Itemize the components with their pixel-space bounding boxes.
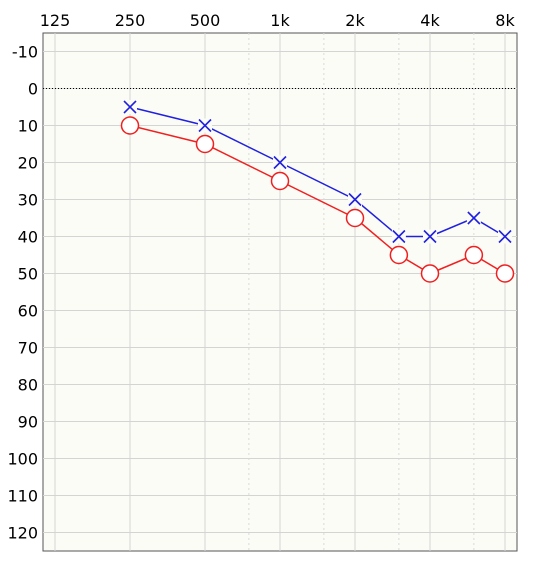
data-point-circle xyxy=(120,116,140,135)
data-point-x xyxy=(466,211,481,225)
y-tick-label: 40 xyxy=(18,228,38,247)
data-point-x-stroke xyxy=(348,192,362,207)
series-circle-markers xyxy=(120,116,515,283)
series-line xyxy=(129,106,506,238)
data-point-x xyxy=(498,229,512,244)
y-tick-label: -10 xyxy=(12,43,38,62)
data-point-x-stroke xyxy=(198,118,212,133)
series-x-markers xyxy=(123,100,512,244)
data-point-circle xyxy=(495,264,515,283)
x-tick-label: 8k xyxy=(495,11,515,30)
x-tick-label: 500 xyxy=(190,11,221,30)
data-point-circle xyxy=(464,245,484,265)
data-point-x-stroke xyxy=(423,229,437,244)
x-tick-label: 2k xyxy=(345,11,365,30)
data-point-x xyxy=(391,229,406,244)
data-point-x-stroke xyxy=(498,229,512,244)
data-point-circle xyxy=(420,264,440,283)
series-layer xyxy=(120,100,515,283)
data-point-x xyxy=(348,192,362,207)
y-tick-label: 60 xyxy=(18,302,38,321)
y-tick-label: 110 xyxy=(7,487,38,506)
x-axis-labels: 125 250 500 1k 2k 4k 8k xyxy=(40,11,516,30)
x-tick-label: 125 xyxy=(40,11,71,30)
data-point-circle xyxy=(195,134,215,154)
y-tick-label: 120 xyxy=(7,524,38,543)
y-tick-label: 20 xyxy=(18,154,38,173)
y-tick-label: 10 xyxy=(18,117,38,136)
data-point-x xyxy=(273,155,287,170)
data-point-x-stroke xyxy=(273,155,287,170)
data-point-circle xyxy=(270,171,290,191)
y-axis-labels: -10 0 10 20 30 40 50 60 70 80 90 100 110 120 xyxy=(7,43,38,543)
y-tick-label: 0 xyxy=(28,80,38,99)
data-point-x-stroke xyxy=(392,229,406,244)
y-tick-label: 100 xyxy=(7,450,38,469)
data-point-x xyxy=(198,118,212,133)
y-tick-label: 80 xyxy=(18,376,38,395)
data-point-circle xyxy=(389,245,409,265)
y-tick-label: 90 xyxy=(18,413,38,432)
data-point-x xyxy=(423,229,437,244)
x-tick-label: 1k xyxy=(270,11,290,30)
data-point-x-stroke xyxy=(123,100,137,114)
y-tick-label: 50 xyxy=(18,265,38,284)
x-tick-label: 4k xyxy=(420,11,440,30)
y-tick-label: 70 xyxy=(18,339,38,358)
data-point-circle xyxy=(345,208,365,228)
data-point-x xyxy=(123,100,137,114)
y-tick-label: 30 xyxy=(18,191,38,210)
x-tick-label: 250 xyxy=(115,11,146,30)
data-point-x-stroke xyxy=(467,211,481,225)
